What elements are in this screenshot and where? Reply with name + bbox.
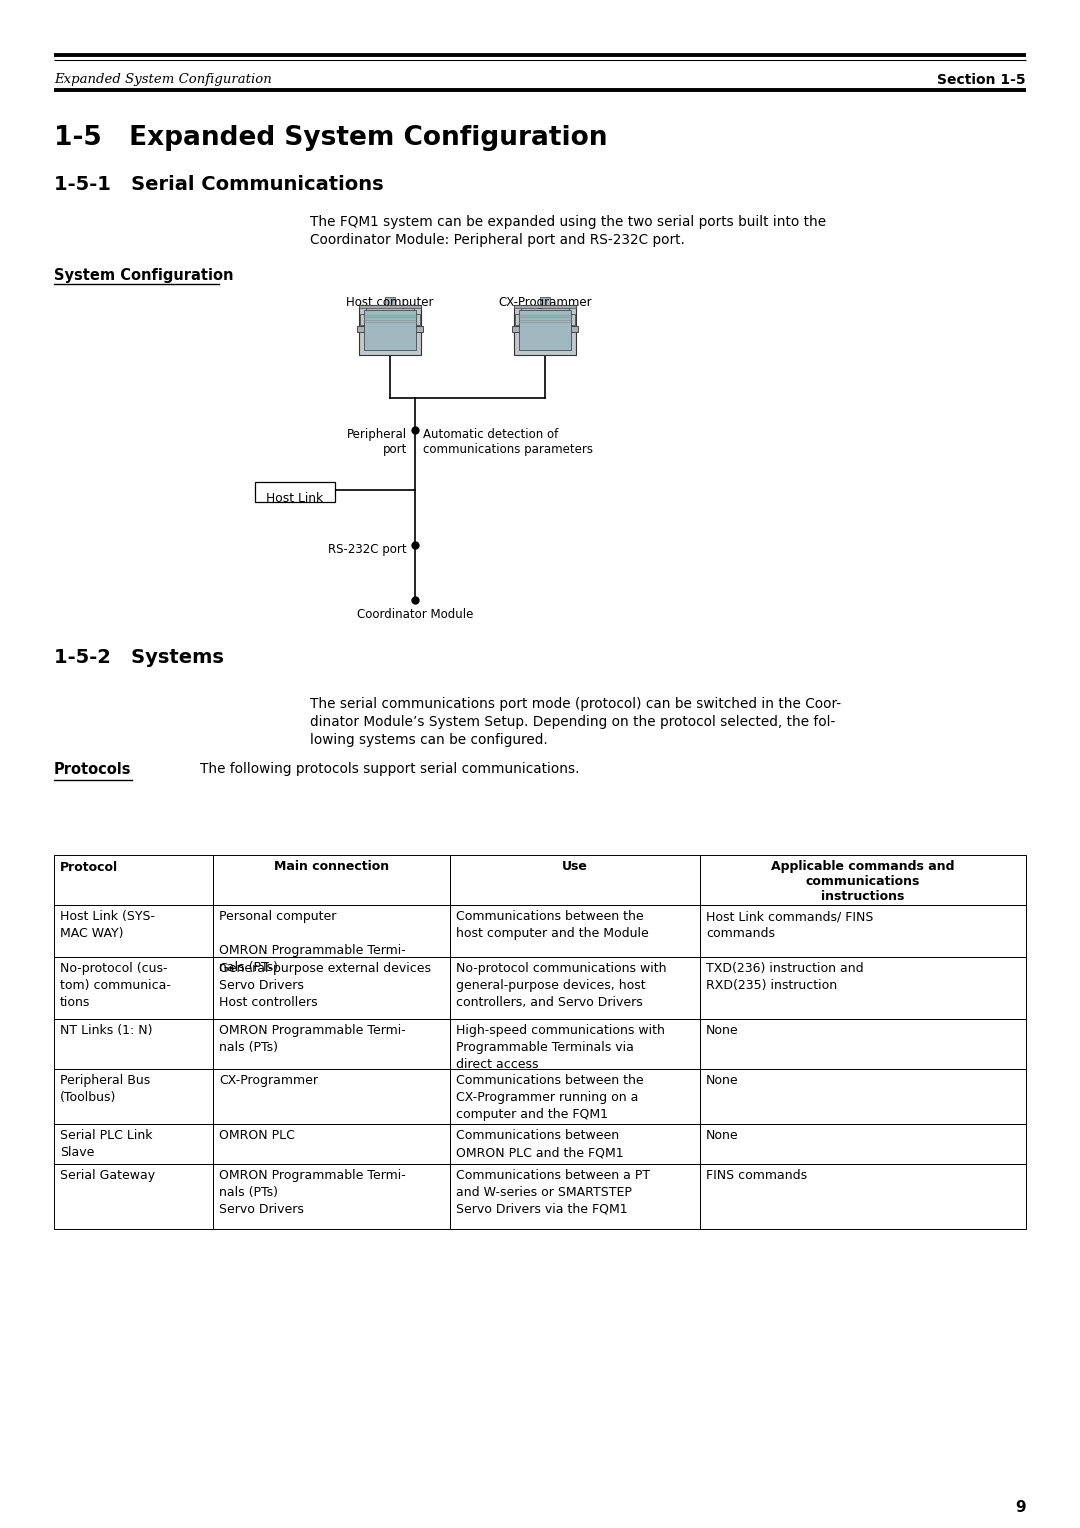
Text: Communications between the
CX-Programmer running on a
computer and the FQM1: Communications between the CX-Programmer… [456,1074,644,1122]
Text: No-protocol communications with
general-purpose devices, host
controllers, and S: No-protocol communications with general-… [456,963,666,1008]
Text: General-purpose external devices
Servo Drivers
Host controllers: General-purpose external devices Servo D… [219,963,431,1008]
Bar [521,306,569,313]
Text: Personal computer

OMRON Programmable Termi-
nals (PTs): Personal computer OMRON Programmable Ter… [219,911,406,973]
Bar [514,306,576,354]
Text: Coordinator Module: Coordinator Module [356,608,473,620]
Bar [54,1070,213,1125]
Text: Communications between a PT
and W-series or SMARTSTEP
Servo Drivers via the FQM1: Communications between a PT and W-series… [456,1169,650,1216]
Text: TXD(236) instruction and
RXD(235) instruction: TXD(236) instruction and RXD(235) instru… [706,963,864,992]
Text: dinator Module’s System Setup. Depending on the protocol selected, the fol-: dinator Module’s System Setup. Depending… [310,715,835,729]
Bar [213,856,450,905]
Text: lowing systems can be configured.: lowing systems can be configured. [310,733,548,747]
Text: The serial communications port mode (protocol) can be switched in the Coor-: The serial communications port mode (pro… [310,697,841,711]
Bar [450,1125,700,1164]
Text: OMRON Programmable Termi-
nals (PTs): OMRON Programmable Termi- nals (PTs) [219,1024,406,1054]
Text: Automatic detection of
communications parameters: Automatic detection of communications pa… [423,428,593,455]
Text: Protocols: Protocols [54,762,132,778]
Bar [512,325,578,332]
Bar [360,313,420,325]
Bar [519,310,571,350]
Bar [450,1019,700,1070]
Bar [450,856,700,905]
Bar [213,1070,450,1125]
Bar [540,296,550,306]
Text: RS-232C port: RS-232C port [328,542,407,556]
Bar [54,957,213,1019]
Bar [700,1070,1026,1125]
Text: Host Link: Host Link [267,492,324,504]
Bar [255,481,335,503]
Bar [54,1019,213,1070]
Text: Expanded System Configuration: Expanded System Configuration [54,73,272,86]
Text: CX-Programmer: CX-Programmer [219,1074,318,1086]
Text: The FQM1 system can be expanded using the two serial ports built into the: The FQM1 system can be expanded using th… [310,215,826,229]
Bar [54,1164,213,1229]
Bar [54,856,213,905]
Text: None: None [706,1074,739,1086]
Text: Host Link commands/ FINS
commands: Host Link commands/ FINS commands [706,911,874,940]
Bar [213,1164,450,1229]
Text: Serial Gateway: Serial Gateway [60,1169,156,1183]
Text: Main connection: Main connection [274,860,389,872]
Text: Protocol: Protocol [60,860,118,874]
Bar [700,957,1026,1019]
Bar [54,905,213,957]
Text: Section 1-5: Section 1-5 [937,73,1026,87]
Bar [384,296,395,306]
Text: None: None [706,1024,739,1038]
Bar [450,1070,700,1125]
Bar [700,856,1026,905]
Text: Coordinator Module: Peripheral port and RS-232C port.: Coordinator Module: Peripheral port and … [310,232,685,248]
Text: Serial PLC Link
Slave: Serial PLC Link Slave [60,1129,152,1160]
Text: 1-5-2   Systems: 1-5-2 Systems [54,648,224,668]
Text: 1-5   Expanded System Configuration: 1-5 Expanded System Configuration [54,125,607,151]
Bar [700,905,1026,957]
Bar [450,1164,700,1229]
Text: Peripheral
port: Peripheral port [347,428,407,455]
Text: 1-5-1   Serial Communications: 1-5-1 Serial Communications [54,176,383,194]
Bar [213,1019,450,1070]
Bar [213,1125,450,1164]
Bar [366,306,414,313]
Text: NT Links (1: N): NT Links (1: N) [60,1024,152,1038]
Bar [450,905,700,957]
Bar [357,325,423,332]
Text: Host computer: Host computer [347,296,434,309]
Bar [359,306,421,309]
Bar [700,1125,1026,1164]
Bar [700,1164,1026,1229]
Bar [213,905,450,957]
Text: CX-Programmer: CX-Programmer [498,296,592,309]
Text: No-protocol (cus-
tom) communica-
tions: No-protocol (cus- tom) communica- tions [60,963,171,1008]
Text: Applicable commands and
communications
instructions: Applicable commands and communications i… [771,860,955,903]
Bar [514,306,576,309]
Text: Communications between the
host computer and the Module: Communications between the host computer… [456,911,649,940]
Text: Use: Use [562,860,588,872]
Text: FINS commands: FINS commands [706,1169,807,1183]
Text: System Configuration: System Configuration [54,267,233,283]
Text: OMRON Programmable Termi-
nals (PTs)
Servo Drivers: OMRON Programmable Termi- nals (PTs) Ser… [219,1169,406,1216]
Bar [515,313,575,325]
Text: Peripheral Bus
(Toolbus): Peripheral Bus (Toolbus) [60,1074,150,1105]
Text: OMRON PLC: OMRON PLC [219,1129,295,1141]
Text: 9: 9 [1015,1500,1026,1514]
Text: None: None [706,1129,739,1141]
Text: Host Link (SYS-
MAC WAY): Host Link (SYS- MAC WAY) [60,911,156,940]
Bar [700,1019,1026,1070]
Bar [54,1125,213,1164]
Bar [364,310,416,350]
Bar [450,957,700,1019]
Bar [213,957,450,1019]
Bar [359,306,421,354]
Text: Communications between
OMRON PLC and the FQM1: Communications between OMRON PLC and the… [456,1129,623,1160]
Text: High-speed communications with
Programmable Terminals via
direct access: High-speed communications with Programma… [456,1024,665,1071]
Text: The following protocols support serial communications.: The following protocols support serial c… [200,762,580,776]
